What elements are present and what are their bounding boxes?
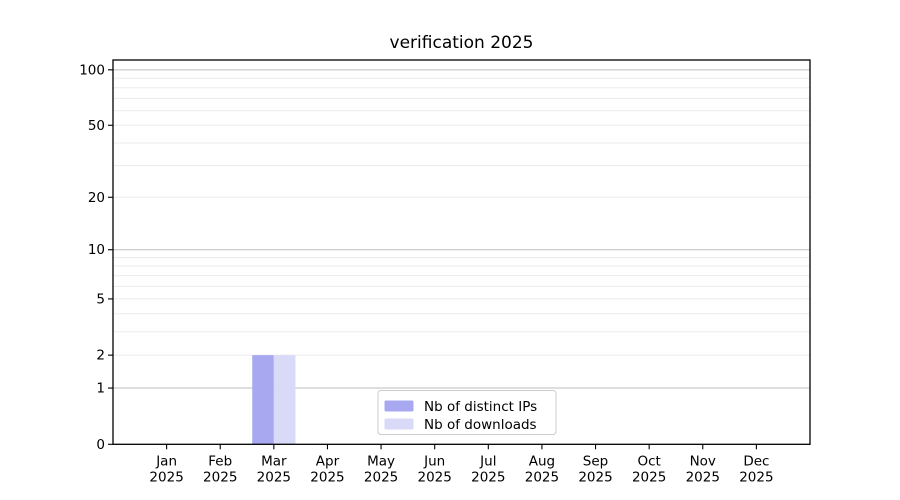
x-tick-label-year: 2025 — [686, 470, 720, 486]
axis-frame — [112, 59, 811, 445]
x-tick-label-month: Aug — [529, 454, 555, 470]
legend: Nb of distinct IPs Nb of downloads — [377, 390, 557, 435]
y-tick-label: 50 — [88, 118, 105, 134]
x-tick-label-month: Mar — [261, 454, 287, 470]
y-tick-label: 10 — [88, 242, 105, 258]
legend-swatch-nb-of-distinct-ips — [384, 400, 414, 412]
chart-title: verification 2025 — [390, 33, 534, 53]
x-tick-label-year: 2025 — [310, 470, 344, 486]
legend-label: Nb of downloads — [424, 417, 537, 433]
x-tick-label-month: May — [367, 454, 395, 470]
y-tick-label: 20 — [88, 190, 105, 206]
x-tick-label-year: 2025 — [632, 470, 666, 486]
legend-swatch-nb-of-downloads — [384, 418, 414, 430]
legend-label: Nb of distinct IPs — [424, 399, 537, 415]
x-tick-label-year: 2025 — [739, 470, 773, 486]
x-tick-label-month: Jun — [423, 454, 445, 470]
x-tick-label-month: Apr — [316, 454, 340, 470]
y-tick-label: 100 — [79, 62, 105, 78]
x-tick-label-month: Oct — [637, 454, 660, 470]
x-tick-label-month: Dec — [743, 454, 769, 470]
x-tick-label-month: Jan — [155, 454, 177, 470]
x-tick-label-year: 2025 — [578, 470, 612, 486]
x-tick-label-month: Feb — [208, 454, 232, 470]
x-tick-label-month: Jul — [479, 454, 496, 470]
x-tick-label-year: 2025 — [364, 470, 398, 486]
x-tick-label-year: 2025 — [257, 470, 291, 486]
x-tick-label-year: 2025 — [203, 470, 237, 486]
x-tick-label-year: 2025 — [471, 470, 505, 486]
plot-area: 0125102050100Jan2025Feb2025Mar2025Apr202… — [79, 59, 811, 486]
y-tick-label: 2 — [96, 348, 105, 364]
x-tick-label-month: Nov — [690, 454, 716, 470]
x-tick-label-year: 2025 — [525, 470, 559, 486]
bar-nb-of-downloads — [273, 355, 296, 445]
y-tick-label: 0 — [96, 437, 105, 453]
x-tick-label-year: 2025 — [418, 470, 452, 486]
y-tick-label: 1 — [96, 381, 105, 397]
x-tick-label-month: Sep — [583, 454, 608, 470]
x-tick-label-year: 2025 — [149, 470, 183, 486]
y-tick-label: 5 — [96, 291, 105, 307]
legend-box — [377, 390, 557, 435]
bar-nb-of-distinct-ips — [252, 355, 274, 445]
